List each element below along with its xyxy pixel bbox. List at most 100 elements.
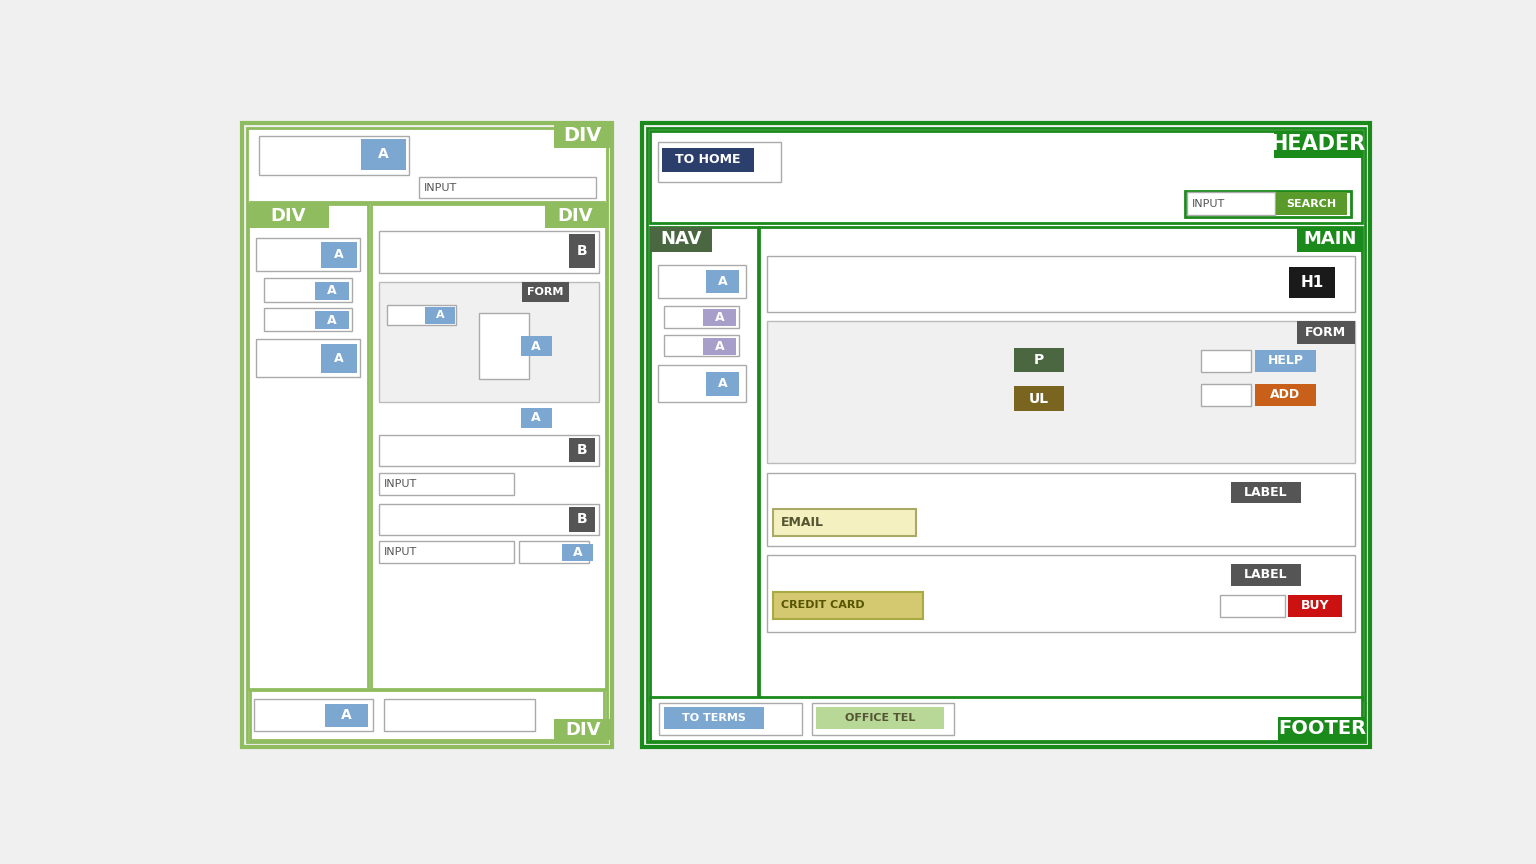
FancyBboxPatch shape [702, 309, 736, 327]
FancyBboxPatch shape [253, 699, 373, 731]
Text: A: A [717, 378, 728, 391]
FancyBboxPatch shape [657, 143, 780, 182]
FancyBboxPatch shape [1289, 267, 1335, 298]
FancyBboxPatch shape [705, 270, 739, 293]
FancyBboxPatch shape [1255, 384, 1316, 405]
FancyBboxPatch shape [326, 703, 369, 727]
FancyBboxPatch shape [657, 265, 746, 298]
FancyBboxPatch shape [384, 699, 535, 731]
Text: A: A [327, 284, 336, 297]
FancyBboxPatch shape [554, 719, 611, 740]
Text: SEARCH: SEARCH [1287, 199, 1336, 209]
FancyBboxPatch shape [773, 510, 915, 537]
Text: DIV: DIV [558, 207, 593, 226]
Text: HEADER: HEADER [1270, 134, 1366, 154]
FancyBboxPatch shape [379, 435, 599, 466]
FancyBboxPatch shape [705, 372, 739, 397]
Text: FORM: FORM [1306, 326, 1347, 339]
FancyBboxPatch shape [243, 123, 611, 746]
Text: TO HOME: TO HOME [676, 154, 740, 167]
FancyBboxPatch shape [1287, 595, 1341, 617]
FancyBboxPatch shape [664, 306, 739, 327]
FancyBboxPatch shape [545, 204, 607, 228]
FancyBboxPatch shape [650, 227, 757, 701]
FancyBboxPatch shape [642, 123, 1370, 746]
FancyBboxPatch shape [647, 128, 1366, 742]
FancyBboxPatch shape [321, 344, 356, 373]
FancyBboxPatch shape [664, 334, 739, 356]
FancyBboxPatch shape [521, 336, 551, 356]
FancyBboxPatch shape [1201, 350, 1250, 372]
FancyBboxPatch shape [650, 130, 1362, 223]
Text: B: B [578, 443, 588, 457]
Text: A: A [378, 148, 389, 162]
FancyBboxPatch shape [372, 204, 607, 689]
Text: P: P [1034, 353, 1044, 367]
Text: A: A [327, 314, 336, 327]
FancyBboxPatch shape [315, 282, 349, 300]
FancyBboxPatch shape [766, 473, 1355, 546]
FancyBboxPatch shape [1296, 321, 1355, 344]
FancyBboxPatch shape [1014, 386, 1063, 411]
FancyBboxPatch shape [570, 234, 596, 268]
FancyBboxPatch shape [1220, 595, 1286, 617]
Text: LABEL: LABEL [1244, 569, 1289, 581]
Text: A: A [714, 340, 725, 353]
FancyBboxPatch shape [419, 177, 596, 199]
FancyBboxPatch shape [570, 507, 596, 532]
FancyBboxPatch shape [479, 313, 530, 378]
Text: H1: H1 [1301, 275, 1324, 289]
Text: FORM: FORM [527, 288, 564, 297]
Text: TO TERMS: TO TERMS [682, 713, 746, 723]
FancyBboxPatch shape [264, 308, 352, 331]
Text: CREDIT CARD: CREDIT CARD [780, 600, 865, 610]
FancyBboxPatch shape [361, 139, 406, 170]
FancyBboxPatch shape [249, 204, 329, 228]
FancyBboxPatch shape [1201, 384, 1250, 405]
Text: INPUT: INPUT [384, 547, 416, 556]
Text: INPUT: INPUT [384, 479, 416, 489]
FancyBboxPatch shape [1273, 130, 1362, 157]
FancyBboxPatch shape [1187, 192, 1275, 215]
FancyBboxPatch shape [664, 708, 763, 729]
Text: A: A [341, 708, 352, 722]
FancyBboxPatch shape [315, 311, 349, 329]
FancyBboxPatch shape [321, 242, 356, 268]
FancyBboxPatch shape [766, 321, 1355, 463]
FancyBboxPatch shape [657, 365, 746, 403]
FancyBboxPatch shape [1232, 564, 1301, 586]
FancyBboxPatch shape [264, 278, 352, 302]
Text: FOOTER: FOOTER [1278, 720, 1366, 739]
Text: INPUT: INPUT [1192, 199, 1224, 209]
FancyBboxPatch shape [247, 128, 607, 742]
Text: NAV: NAV [660, 230, 702, 248]
FancyBboxPatch shape [759, 227, 1362, 701]
FancyBboxPatch shape [554, 123, 611, 148]
FancyBboxPatch shape [766, 555, 1355, 632]
FancyBboxPatch shape [519, 541, 588, 562]
FancyBboxPatch shape [522, 283, 568, 302]
FancyBboxPatch shape [1255, 350, 1316, 372]
Text: A: A [717, 275, 728, 288]
FancyBboxPatch shape [379, 504, 599, 535]
Text: OFFICE TEL: OFFICE TEL [845, 713, 915, 723]
FancyBboxPatch shape [257, 238, 359, 270]
FancyBboxPatch shape [1186, 191, 1350, 217]
Text: DIV: DIV [564, 126, 602, 145]
Text: LABEL: LABEL [1244, 486, 1289, 499]
FancyBboxPatch shape [249, 204, 367, 689]
Text: HELP: HELP [1267, 354, 1304, 367]
FancyBboxPatch shape [1296, 227, 1362, 251]
FancyBboxPatch shape [260, 136, 409, 175]
Text: A: A [335, 352, 344, 365]
FancyBboxPatch shape [257, 339, 359, 377]
FancyBboxPatch shape [1278, 716, 1366, 741]
Text: A: A [531, 340, 541, 353]
FancyBboxPatch shape [773, 592, 923, 619]
FancyBboxPatch shape [1014, 348, 1063, 372]
Text: BUY: BUY [1301, 600, 1329, 613]
Text: A: A [573, 546, 582, 559]
FancyBboxPatch shape [562, 544, 593, 561]
Text: A: A [436, 310, 444, 321]
Text: DIV: DIV [270, 207, 306, 226]
